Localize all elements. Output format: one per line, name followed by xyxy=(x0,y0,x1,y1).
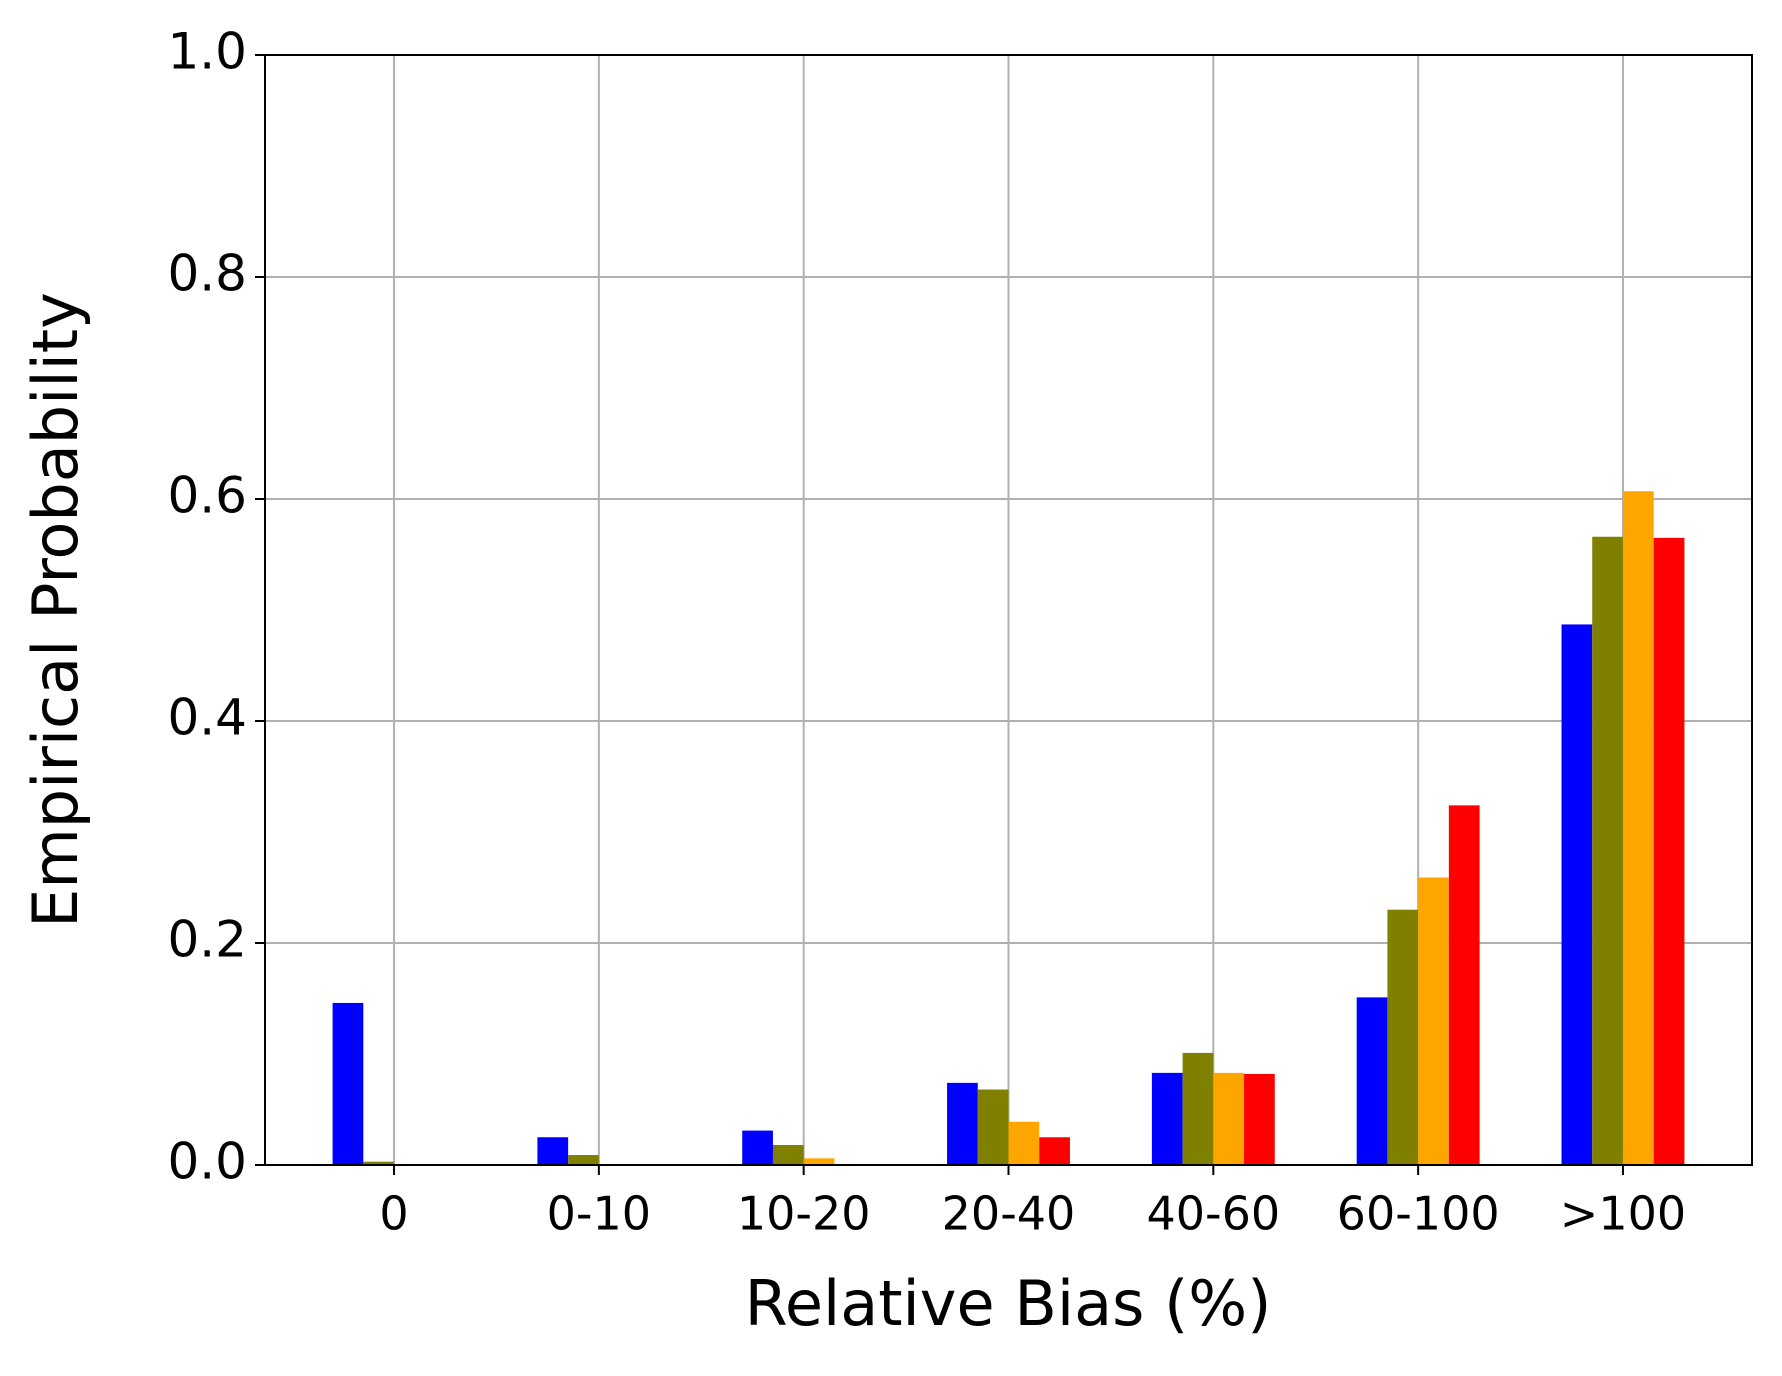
y-tick-label: 0.4 xyxy=(167,689,247,747)
x-tick-label: 60-100 xyxy=(1337,1187,1500,1241)
y-tick-label: 0.2 xyxy=(167,911,247,969)
bar xyxy=(332,1002,364,1165)
bar xyxy=(537,1137,569,1165)
bar xyxy=(1244,1073,1275,1165)
bar xyxy=(1151,1072,1183,1165)
bar xyxy=(947,1082,978,1165)
bar xyxy=(1213,1072,1245,1165)
bar xyxy=(363,1161,395,1165)
y-tick-label: 0.8 xyxy=(167,245,247,303)
bar xyxy=(1387,909,1419,1165)
bar xyxy=(1592,536,1623,1165)
y-tick-label: 0.6 xyxy=(167,467,247,525)
bar xyxy=(1356,997,1388,1165)
y-axis-label: Empirical Probability xyxy=(19,292,92,928)
plot-frame xyxy=(264,54,1753,1166)
bar xyxy=(742,1130,773,1165)
bar xyxy=(1418,877,1449,1165)
bar xyxy=(1622,491,1654,1166)
y-tick-label: 1.0 xyxy=(167,23,247,81)
x-tick-label: 0 xyxy=(379,1187,408,1241)
bar xyxy=(772,1145,804,1165)
x-tick-label: 20-40 xyxy=(942,1187,1076,1241)
bar xyxy=(1039,1137,1070,1165)
x-tick-label: 10-20 xyxy=(737,1187,871,1241)
bar xyxy=(1448,805,1480,1165)
x-tick-label: 40-60 xyxy=(1146,1187,1280,1241)
bar xyxy=(568,1155,599,1165)
bar xyxy=(1182,1052,1214,1165)
x-axis-label: Relative Bias (%) xyxy=(745,1267,1272,1340)
x-tick-label: >100 xyxy=(1560,1187,1686,1241)
bar xyxy=(977,1089,1009,1165)
bar xyxy=(803,1158,835,1165)
bar xyxy=(1653,537,1685,1165)
x-tick-label: 0-10 xyxy=(547,1187,651,1241)
bar xyxy=(1561,624,1593,1165)
y-tick-label: 0.0 xyxy=(167,1133,247,1191)
bar xyxy=(1008,1121,1040,1165)
